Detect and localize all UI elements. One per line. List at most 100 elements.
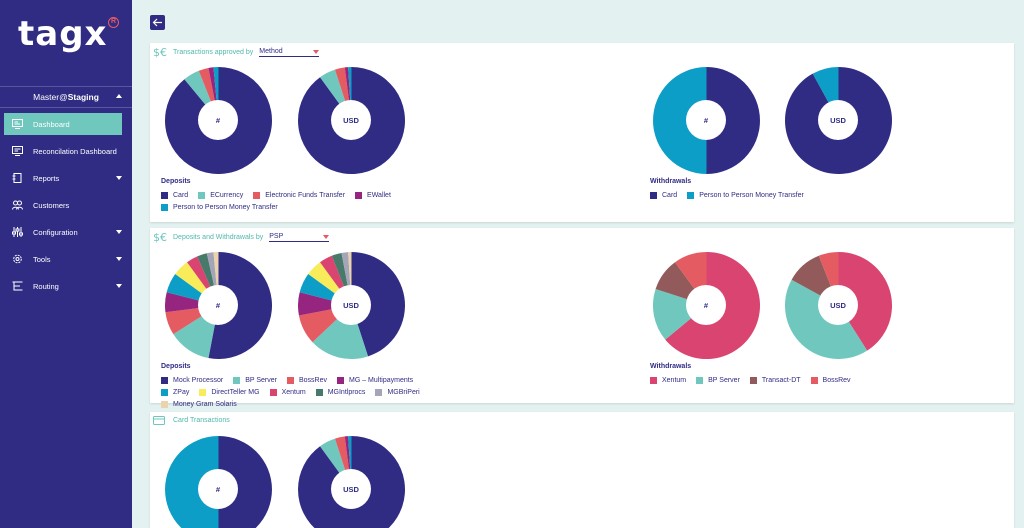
legend-swatch bbox=[696, 377, 704, 384]
legend-item[interactable]: ZPay bbox=[161, 389, 189, 396]
legend-item[interactable]: EWallet bbox=[355, 192, 391, 199]
donut-center-label: USD bbox=[331, 285, 371, 325]
donut-chart[interactable]: # bbox=[653, 252, 760, 359]
pie-slice[interactable] bbox=[351, 252, 406, 357]
donut-chart[interactable]: USD bbox=[785, 67, 892, 174]
sliders-icon bbox=[12, 227, 23, 237]
donut-center-label: USD bbox=[818, 100, 858, 140]
user-name: Master@ bbox=[33, 92, 68, 102]
donut-chart[interactable]: # bbox=[165, 252, 272, 359]
legend-item[interactable]: Xentum bbox=[650, 377, 686, 384]
legend-item[interactable]: Card bbox=[161, 192, 188, 199]
legend-swatch bbox=[687, 192, 695, 199]
chevron-down-icon bbox=[116, 230, 122, 234]
donut-center-label: # bbox=[198, 100, 238, 140]
sidebar-item-label: Configuration bbox=[33, 227, 78, 237]
sidebar-item-dashboard[interactable]: Dashboard bbox=[4, 113, 122, 135]
legend-item[interactable]: Electronic Funds Transfer bbox=[253, 192, 345, 199]
legend-label: Mock Processor bbox=[173, 377, 224, 384]
legend-item[interactable]: MGBriPeri bbox=[375, 389, 420, 396]
sidebar-item-configuration[interactable]: Configuration bbox=[0, 221, 132, 243]
donut-chart[interactable]: USD bbox=[298, 436, 405, 528]
chevron-down-icon bbox=[116, 257, 122, 261]
legend-item[interactable]: Card bbox=[650, 192, 677, 199]
sidebar-item-label: Customers bbox=[33, 200, 70, 210]
user-environment-toggle[interactable]: Master@ Staging bbox=[0, 86, 132, 108]
legend-label: Money Gram Solaris bbox=[173, 401, 237, 408]
sidebar-item-label: Reports bbox=[33, 173, 60, 183]
legend-item[interactable]: DirectTeller MG bbox=[199, 389, 260, 396]
chevron-down-icon bbox=[116, 176, 122, 180]
pie-slice[interactable] bbox=[165, 292, 219, 313]
registered-mark-icon: R bbox=[108, 17, 119, 28]
legend-swatch bbox=[253, 192, 261, 199]
pie-slice[interactable] bbox=[298, 292, 352, 316]
legend-swatch bbox=[315, 389, 323, 396]
routing-icon bbox=[12, 281, 23, 291]
legend-item[interactable]: Person to Person Money Transfer bbox=[161, 204, 278, 211]
legend-label: ECurrency bbox=[210, 192, 244, 199]
donut-chart[interactable]: USD bbox=[298, 67, 405, 174]
sidebar: tagx R Master@ Staging Dashboard Reconcila… bbox=[0, 0, 132, 528]
pie-slice[interactable] bbox=[653, 67, 707, 174]
legend-swatch bbox=[233, 377, 241, 384]
panel-title: Card Transactions bbox=[173, 417, 230, 424]
donut-chart[interactable]: USD bbox=[785, 252, 892, 359]
legend-item[interactable]: Xentum bbox=[269, 389, 306, 396]
psp-select[interactable]: PSP bbox=[269, 233, 330, 242]
legend-swatch bbox=[375, 389, 383, 396]
legend-label: Electronic Funds Transfer bbox=[265, 192, 346, 199]
legend-swatch bbox=[336, 377, 344, 384]
method-select[interactable]: Method bbox=[259, 48, 320, 57]
legend-item[interactable]: Money Gram Solaris bbox=[161, 401, 237, 408]
customers-icon bbox=[12, 200, 23, 210]
legend-item[interactable]: Person to Person Money Transfer bbox=[687, 192, 804, 199]
sidebar-item-reconcilation-dashboard[interactable]: Reconcilation Dashboard bbox=[0, 140, 132, 162]
chart-legend: Card ECurrency Electronic Funds Transfer EW… bbox=[161, 192, 461, 211]
legend-item[interactable]: MG – Multipayments bbox=[336, 377, 413, 384]
legend-swatch bbox=[161, 401, 168, 408]
donut-center-label: # bbox=[198, 469, 238, 509]
donut-chart[interactable]: # bbox=[165, 436, 272, 528]
back-button[interactable] bbox=[150, 15, 165, 30]
donut-chart[interactable]: USD bbox=[298, 252, 405, 359]
legend-item[interactable]: BossRev bbox=[286, 377, 327, 384]
panel-title: Transactions approved by bbox=[173, 49, 254, 56]
pie-slice[interactable] bbox=[706, 67, 760, 174]
legend-item[interactable]: BossRev bbox=[810, 377, 851, 384]
pie-slice[interactable] bbox=[218, 436, 272, 528]
legend-swatch bbox=[161, 389, 168, 396]
sidebar-item-label: Routing bbox=[33, 281, 59, 291]
sidebar-item-tools[interactable]: Tools bbox=[0, 248, 132, 270]
legend-item[interactable]: BP Server bbox=[696, 377, 740, 384]
chart-legend: Mock Processor BP Server BossRev MG – Multi… bbox=[161, 377, 461, 408]
donut-center-label: # bbox=[198, 285, 238, 325]
chart-legend: Card Person to Person Money Transfer bbox=[650, 192, 950, 199]
legend-label: DirectTeller MG bbox=[211, 389, 260, 396]
legend-swatch bbox=[198, 192, 206, 199]
legend-swatch bbox=[161, 192, 168, 199]
legend-swatch bbox=[810, 377, 818, 384]
pie-slice[interactable] bbox=[838, 252, 893, 351]
pie-slice[interactable] bbox=[208, 252, 272, 359]
legend-item[interactable]: Mock Processor bbox=[161, 377, 223, 384]
legend-label: Person to Person Money Transfer bbox=[699, 192, 804, 199]
legend-swatch bbox=[161, 377, 168, 384]
sidebar-item-routing[interactable]: Routing bbox=[0, 275, 132, 297]
donut-chart[interactable]: # bbox=[165, 67, 272, 174]
legend-item[interactable]: BP Server bbox=[233, 377, 277, 384]
donut-center-label: # bbox=[686, 285, 726, 325]
legend-label: Card bbox=[173, 192, 189, 199]
donut-center-label: USD bbox=[331, 100, 371, 140]
sidebar-item-reports[interactable]: Reports bbox=[0, 167, 132, 189]
legend-item[interactable]: MGIntlprocs bbox=[315, 389, 365, 396]
donut-chart[interactable]: # bbox=[653, 67, 760, 174]
legend-item[interactable]: ECurrency bbox=[198, 192, 243, 199]
sidebar-item-customers[interactable]: Customers bbox=[0, 194, 132, 216]
legend-swatch bbox=[650, 192, 657, 199]
selected-value: Method bbox=[259, 48, 283, 55]
legend-item[interactable]: Transact-DT bbox=[749, 377, 801, 384]
legend-swatch bbox=[269, 389, 277, 396]
donut-center-label: USD bbox=[818, 285, 858, 325]
donut-center-label: # bbox=[686, 100, 726, 140]
